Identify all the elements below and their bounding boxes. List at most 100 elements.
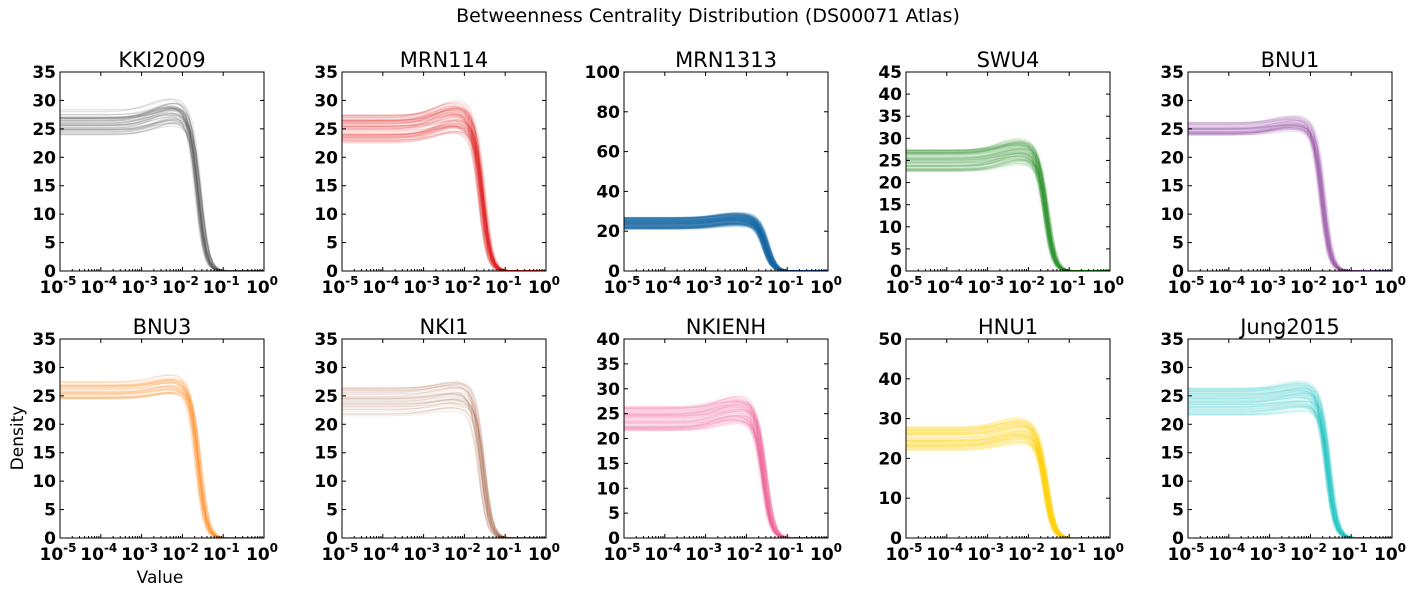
axes-frame bbox=[341, 338, 547, 539]
density-curve bbox=[624, 223, 828, 271]
density-curve bbox=[1188, 123, 1392, 271]
density-curve bbox=[1188, 124, 1392, 271]
density-curve bbox=[624, 225, 828, 271]
y-tick-label: 10 bbox=[596, 479, 620, 499]
density-curve bbox=[1188, 117, 1392, 271]
density-curve bbox=[906, 418, 1110, 538]
density-curve bbox=[624, 224, 828, 271]
y-tick-label: 5 bbox=[890, 240, 902, 260]
density-curve bbox=[624, 215, 828, 271]
density-curve bbox=[906, 442, 1110, 538]
density-curve bbox=[1188, 383, 1392, 538]
density-curve bbox=[624, 214, 828, 271]
density-curve bbox=[1188, 129, 1392, 271]
density-curve bbox=[906, 138, 1110, 271]
density-curve bbox=[1188, 407, 1392, 538]
density-curve bbox=[906, 418, 1110, 538]
density-curve bbox=[624, 218, 828, 271]
density-curve bbox=[342, 398, 546, 538]
density-curve bbox=[342, 130, 546, 271]
density-curve bbox=[624, 214, 828, 271]
density-curve bbox=[624, 415, 828, 538]
density-curve bbox=[624, 222, 828, 271]
density-curve bbox=[624, 220, 828, 271]
density-curve bbox=[906, 159, 1110, 271]
density-curve bbox=[1188, 410, 1392, 538]
density-curve bbox=[342, 402, 546, 538]
y-tick-label: 45 bbox=[878, 63, 902, 83]
density-curve bbox=[1188, 120, 1392, 271]
density-curve bbox=[624, 215, 828, 271]
density-curve bbox=[1188, 409, 1392, 538]
y-tick-label: 25 bbox=[314, 120, 338, 140]
density-curve bbox=[624, 212, 828, 271]
density-curve bbox=[1188, 402, 1392, 538]
y-tick-label: 10 bbox=[32, 472, 56, 492]
y-tick-label: 15 bbox=[32, 177, 56, 197]
density-curve bbox=[624, 418, 828, 538]
density-curve bbox=[624, 219, 828, 271]
y-tick-label: 5 bbox=[44, 234, 56, 254]
density-curve bbox=[624, 414, 828, 538]
density-curve bbox=[624, 215, 828, 271]
density-curve bbox=[342, 115, 546, 271]
x-tick-label: 10-4 bbox=[926, 541, 963, 565]
density-curve bbox=[60, 385, 264, 538]
density-curve bbox=[624, 214, 828, 271]
density-curve bbox=[624, 222, 828, 271]
density-curve bbox=[342, 120, 546, 271]
density-curve bbox=[60, 385, 264, 538]
axes-frame bbox=[1187, 71, 1393, 272]
density-curve bbox=[624, 220, 828, 271]
density-curve bbox=[906, 164, 1110, 271]
density-curve bbox=[1188, 406, 1392, 538]
density-curve bbox=[342, 399, 546, 538]
y-tick-label: 15 bbox=[1160, 444, 1184, 464]
y-tick-label: 20 bbox=[878, 174, 902, 194]
y-tick-label: 35 bbox=[1160, 330, 1184, 350]
density-curve bbox=[906, 158, 1110, 271]
density-curve bbox=[906, 154, 1110, 271]
density-curve bbox=[1188, 124, 1392, 271]
density-curve bbox=[1188, 125, 1392, 271]
density-curve bbox=[60, 118, 264, 271]
density-curve bbox=[1188, 396, 1392, 538]
density-curve bbox=[624, 217, 828, 271]
density-curve bbox=[906, 436, 1110, 538]
density-curve bbox=[624, 422, 828, 538]
density-curve bbox=[624, 221, 828, 271]
density-curve bbox=[342, 122, 546, 271]
y-tick-label: 5 bbox=[1172, 234, 1184, 254]
y-tick-label: 10 bbox=[1160, 205, 1184, 225]
density-curve bbox=[1188, 125, 1392, 271]
density-curve bbox=[624, 218, 828, 271]
y-tick-label: 25 bbox=[596, 405, 620, 425]
density-curve bbox=[1188, 115, 1392, 271]
density-curve bbox=[1188, 395, 1392, 538]
density-curve bbox=[624, 217, 828, 271]
density-curve bbox=[906, 433, 1110, 538]
density-curve bbox=[624, 217, 828, 271]
panel-title: NKI1 bbox=[419, 315, 468, 339]
density-curve bbox=[1188, 125, 1392, 271]
y-tick-label: 0 bbox=[326, 529, 338, 549]
density-curve bbox=[906, 434, 1110, 538]
density-curve bbox=[624, 213, 828, 271]
density-curve bbox=[906, 438, 1110, 538]
density-curve bbox=[906, 159, 1110, 271]
density-curves bbox=[906, 137, 1110, 271]
y-tick-label: 5 bbox=[1172, 501, 1184, 521]
density-curve bbox=[342, 125, 546, 271]
y-tick-label: 20 bbox=[32, 148, 56, 168]
density-curve bbox=[624, 225, 828, 271]
density-curve bbox=[624, 218, 828, 271]
density-curve bbox=[906, 159, 1110, 271]
panel-title: SWU4 bbox=[977, 48, 1040, 72]
density-curve bbox=[1188, 118, 1392, 271]
density-curve bbox=[1188, 127, 1392, 271]
density-curve bbox=[624, 414, 828, 538]
density-curve bbox=[624, 418, 828, 538]
density-curve bbox=[906, 155, 1110, 271]
density-curve bbox=[342, 126, 546, 271]
x-tick-label: 10-2 bbox=[162, 274, 199, 298]
